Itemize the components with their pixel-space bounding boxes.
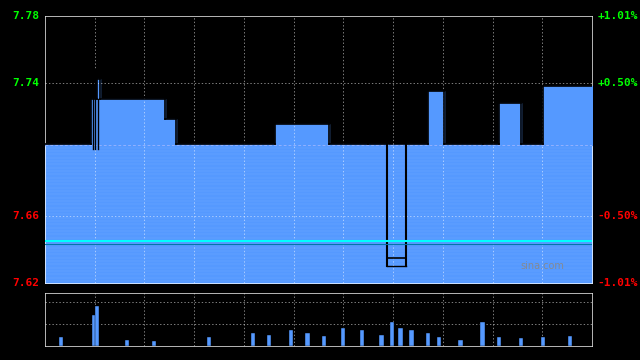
Text: +0.50%: +0.50% [598, 78, 638, 88]
Bar [458, 341, 463, 346]
Bar [92, 315, 96, 346]
Bar [305, 333, 310, 346]
Bar [207, 337, 211, 346]
Text: 7.62: 7.62 [12, 278, 39, 288]
Bar [125, 341, 129, 346]
Bar [398, 328, 403, 346]
Bar [322, 336, 326, 346]
Bar [481, 322, 484, 346]
Bar [267, 335, 271, 346]
Text: 7.78: 7.78 [12, 11, 39, 21]
Bar [152, 341, 156, 346]
Text: -0.50%: -0.50% [598, 211, 638, 221]
Text: 7.74: 7.74 [12, 78, 39, 88]
Text: -1.01%: -1.01% [598, 278, 638, 288]
Bar [518, 338, 523, 346]
Bar [95, 306, 99, 346]
Bar [390, 322, 394, 346]
Text: 7.66: 7.66 [12, 211, 39, 221]
Bar [341, 328, 345, 346]
Bar [250, 333, 255, 346]
Bar [497, 337, 501, 346]
Bar [436, 337, 441, 346]
Bar [426, 333, 430, 346]
Text: sina.com: sina.com [521, 261, 564, 271]
Text: +1.01%: +1.01% [598, 11, 638, 21]
Bar [289, 330, 293, 346]
Bar [379, 335, 383, 346]
Bar [360, 330, 364, 346]
Bar [541, 337, 545, 346]
Bar [59, 337, 63, 346]
Bar [568, 336, 572, 346]
Bar [409, 330, 413, 346]
